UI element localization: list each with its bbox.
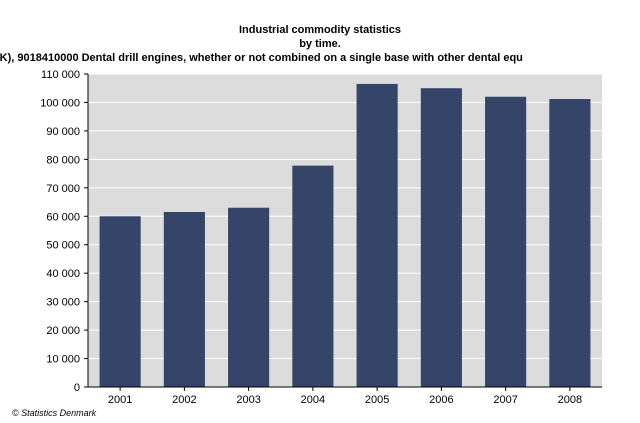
bar-2008 — [549, 99, 591, 387]
bar-2004 — [292, 165, 334, 387]
y-tick-label: 10 000 — [46, 354, 80, 366]
chart-title-line-3: (K), 9018410000 Dental drill engines, wh… — [0, 52, 523, 64]
x-tick-label-2008: 2008 — [558, 394, 582, 406]
x-tick-label-2004: 2004 — [301, 394, 325, 406]
bar-2002 — [163, 212, 205, 387]
x-tick-label-2006: 2006 — [429, 394, 453, 406]
x-tick-label-2003: 2003 — [236, 394, 260, 406]
copyright-credit: © Statistics Denmark — [12, 408, 97, 418]
y-tick-label: 110 000 — [41, 69, 80, 81]
x-tick-label-2005: 2005 — [365, 394, 389, 406]
y-tick-label: 0 — [74, 382, 80, 394]
y-tick-label: 90 000 — [46, 126, 80, 138]
bar-2003 — [228, 207, 270, 387]
y-tick-label: 40 000 — [46, 268, 80, 280]
x-tick-label-2001: 2001 — [108, 394, 132, 406]
bar-2001 — [99, 216, 141, 387]
bar-2005 — [356, 83, 398, 387]
x-tick-label-2007: 2007 — [493, 394, 517, 406]
y-tick-label: 50 000 — [46, 240, 80, 252]
y-tick-label: 80 000 — [46, 154, 80, 166]
chart-title-line-2: by time. — [299, 38, 341, 50]
y-tick-label: 30 000 — [46, 297, 80, 309]
bar-2006 — [420, 88, 462, 388]
bar-2007 — [485, 96, 527, 387]
y-tick-label: 60 000 — [46, 211, 80, 223]
y-tick-label: 100 000 — [40, 97, 80, 109]
chart-title-line-1: Industrial commodity statistics — [239, 24, 401, 36]
x-tick-label-2002: 2002 — [172, 394, 196, 406]
y-tick-label: 70 000 — [46, 183, 80, 195]
y-tick-label: 20 000 — [46, 325, 80, 337]
